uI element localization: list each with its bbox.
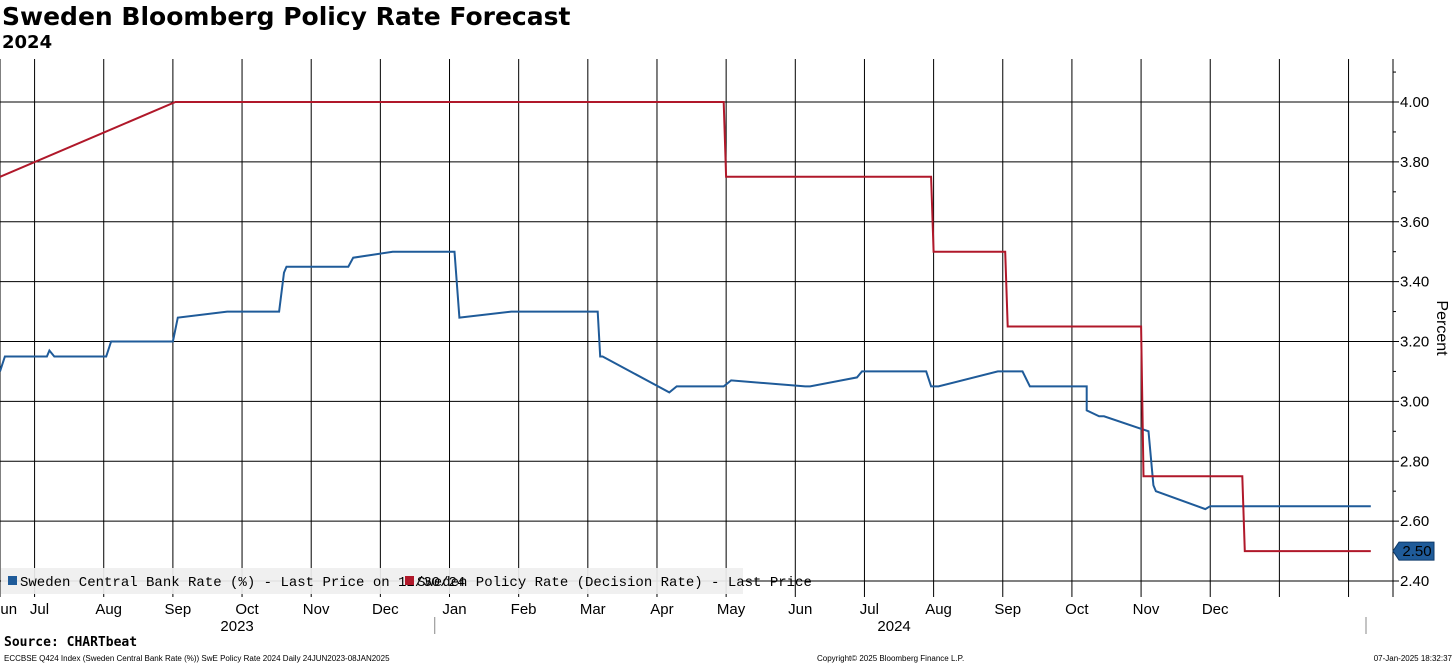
x-tick-label: Jan — [442, 601, 466, 618]
legend-swatch-1 — [8, 576, 17, 585]
x-tick-label: Oct — [1065, 601, 1089, 618]
x-tick-label: Sep — [994, 601, 1021, 618]
y-tick-label: 2.40 — [1400, 573, 1429, 590]
chart-title: Sweden Bloomberg Policy Rate Forecast — [2, 2, 571, 31]
chart-subtitle: 2024 — [2, 32, 53, 53]
source-note: Source: CHARTbeat — [4, 635, 138, 650]
y-tick-label: 4.00 — [1400, 94, 1429, 111]
gridlines — [0, 59, 1393, 597]
series-line-2 — [0, 101, 1371, 553]
x-tick-label: Oct — [235, 601, 259, 618]
x-tick-label: Aug — [925, 601, 952, 618]
y-tick-label: 3.80 — [1400, 154, 1429, 171]
x-tick-label: Dec — [372, 601, 399, 618]
y-tick-label: 2.80 — [1400, 453, 1429, 470]
x-tick-label: Jun — [788, 601, 812, 618]
x-tick-label: Jul — [860, 601, 879, 618]
y-axis-label: Percent — [1433, 300, 1450, 356]
y-tick-label: 3.60 — [1400, 214, 1429, 231]
x-year-label: 2023 — [220, 618, 253, 635]
x-tick-label: Sep — [164, 601, 191, 618]
legend-swatch-2 — [405, 576, 414, 585]
x-tick-label: Dec — [1202, 601, 1229, 618]
y-tick-label: 3.00 — [1400, 393, 1429, 410]
legend: Sweden Central Bank Rate (%) - Last Pric… — [1, 568, 812, 594]
series-line-1 — [0, 250, 1371, 511]
footer-copyright: Copyright© 2025 Bloomberg Finance L.P. — [817, 654, 965, 663]
footer-ticker-info: ECCBSE Q424 Index (Sweden Central Bank R… — [4, 654, 390, 663]
x-tick-label: Mar — [580, 601, 606, 618]
legend-label-2: Sweden Policy Rate (Decision Rate) - Las… — [417, 575, 812, 591]
x-year-label: 2024 — [877, 618, 910, 635]
x-tick-label: Aug — [95, 601, 122, 618]
x-tick-label: Nov — [1133, 601, 1160, 618]
x-tick-label: May — [717, 601, 746, 618]
last-value-label: 2.50 — [1402, 543, 1431, 560]
y-tick-label: 3.40 — [1400, 274, 1429, 291]
y-tick-label: 3.20 — [1400, 334, 1429, 351]
last-value-marker — [1392, 541, 1435, 561]
x-tick-label: Nov — [303, 601, 330, 618]
footer-timestamp: 07-Jan-2025 18:32:37 — [1373, 654, 1452, 663]
series-lines — [0, 101, 1371, 553]
x-tick-label: Jun — [0, 601, 17, 618]
axes: 2.40 2.60 2.80 3.00 3.20 3.40 3.60 3.80 4.00 Perc… — [0, 59, 1450, 635]
x-tick-label: Feb — [511, 601, 537, 618]
x-tick-label: Apr — [650, 601, 673, 618]
y-tick-label: 2.60 — [1400, 513, 1429, 530]
x-tick-label: Jul — [30, 601, 49, 618]
legend-background — [1, 568, 743, 594]
legend-label-1: Sweden Central Bank Rate (%) - Last Pric… — [20, 575, 465, 591]
